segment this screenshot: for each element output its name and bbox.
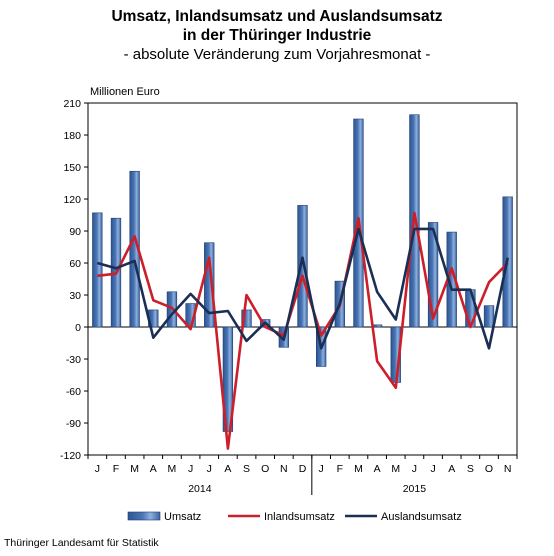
- legend-swatch-umsatz: [127, 511, 161, 521]
- legend-label: Auslandsumsatz: [381, 511, 462, 523]
- y-tick-label: 60: [69, 258, 81, 270]
- x-tick-label: O: [485, 463, 493, 475]
- y-tick-label: 210: [63, 98, 81, 110]
- year-label: 2014: [188, 483, 212, 495]
- x-tick-label: A: [374, 463, 381, 475]
- x-tick-label: A: [448, 463, 455, 475]
- chart-title-line1: Umsatz, Inlandsumsatz und Auslandsumsatz: [111, 8, 443, 25]
- x-tick-label: N: [504, 463, 512, 475]
- y-tick-label: -120: [60, 450, 81, 462]
- x-tick-label: F: [337, 463, 343, 475]
- bar-umsatz: [204, 242, 215, 328]
- year-label: 2015: [403, 483, 427, 495]
- y-tick-label: 150: [63, 162, 81, 174]
- bar-umsatz: [427, 222, 439, 328]
- x-tick-label: S: [467, 463, 474, 475]
- x-tick-label: F: [113, 463, 119, 475]
- x-tick-label: M: [391, 463, 400, 475]
- x-tick-label: J: [188, 463, 193, 475]
- x-tick-label: J: [412, 463, 417, 475]
- x-tick-label: J: [95, 463, 100, 475]
- y-axis-label: Millionen Euro: [90, 86, 160, 98]
- x-tick-label: A: [224, 463, 231, 475]
- chart-title-line2: in der Thüringer Industrie: [182, 27, 372, 44]
- x-tick-label: J: [430, 463, 435, 475]
- x-tick-label: D: [299, 463, 307, 475]
- x-tick-label: M: [354, 463, 363, 475]
- legend-label: Umsatz: [164, 511, 201, 523]
- x-tick-label: S: [243, 463, 250, 475]
- source-footer: Thüringer Landesamt für Statistik: [4, 537, 159, 549]
- x-tick-label: M: [130, 463, 139, 475]
- x-tick-label: J: [319, 463, 324, 475]
- bar-umsatz: [92, 212, 103, 328]
- x-tick-label: A: [150, 463, 157, 475]
- legend-label: Inlandsumsatz: [264, 511, 335, 523]
- x-tick-label: J: [207, 463, 212, 475]
- y-tick-label: 30: [69, 290, 81, 302]
- y-tick-label: 90: [69, 226, 81, 238]
- x-tick-label: M: [168, 463, 177, 475]
- x-tick-label: O: [261, 463, 269, 475]
- y-tick-label: -90: [66, 418, 81, 430]
- bar-umsatz: [241, 309, 252, 328]
- y-tick-label: 0: [75, 322, 81, 334]
- plot-frame: [87, 102, 518, 456]
- chart-subtitle: - absolute Veränderung zum Vorjahresmona…: [123, 46, 431, 63]
- bar-umsatz: [297, 205, 308, 328]
- series-line-inlandsumsatz: [97, 211, 509, 450]
- y-tick-label: -30: [66, 354, 81, 366]
- bar-umsatz: [483, 305, 495, 328]
- bar-umsatz: [222, 326, 234, 432]
- y-tick-label: -60: [66, 386, 81, 398]
- x-tick-label: N: [280, 463, 288, 475]
- y-tick-label: 180: [63, 130, 81, 142]
- series-line-auslandsumsatz: [96, 227, 509, 350]
- y-tick-label: 120: [63, 194, 81, 206]
